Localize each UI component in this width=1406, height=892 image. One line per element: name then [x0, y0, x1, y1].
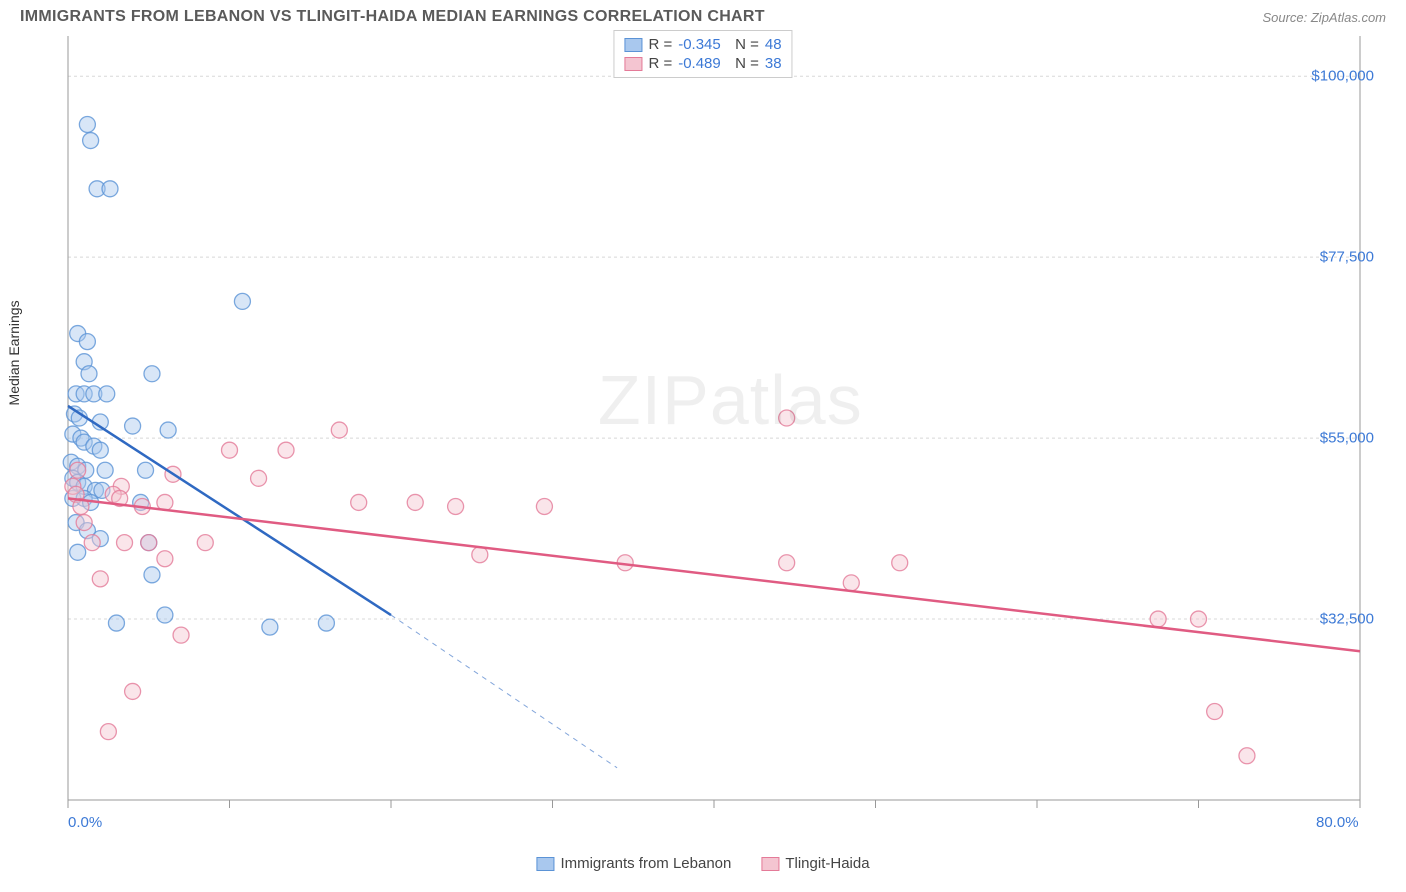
- chart-container: Median Earnings ZIPatlas R = -0.345 N = …: [20, 30, 1386, 870]
- legend-row-1: R = -0.345 N = 48: [624, 35, 781, 54]
- x-tick-label: 80.0%: [1316, 814, 1359, 831]
- legend-item-0: Immigrants from Lebanon: [536, 855, 731, 872]
- source-label: Source: ZipAtlas.com: [1262, 10, 1386, 25]
- r-value-1: -0.489: [678, 55, 721, 72]
- swatch-series-0b: [536, 857, 554, 871]
- series-name-1: Tlingit-Haida: [785, 855, 869, 872]
- legend-stats: R = -0.345 N = 48 R = -0.489 N = 38: [613, 30, 792, 78]
- y-tick-label: $55,000: [1320, 430, 1374, 447]
- series-name-0: Immigrants from Lebanon: [560, 855, 731, 872]
- y-tick-label: $100,000: [1311, 68, 1374, 85]
- y-tick-label: $77,500: [1320, 249, 1374, 266]
- y-axis-label: Median Earnings: [6, 300, 22, 405]
- chart-title: IMMIGRANTS FROM LEBANON VS TLINGIT-HAIDA…: [20, 8, 765, 26]
- r-value-0: -0.345: [678, 36, 721, 53]
- x-tick-label: 0.0%: [68, 814, 102, 831]
- n-value-1: 38: [765, 55, 782, 72]
- n-value-0: 48: [765, 36, 782, 53]
- swatch-series-0: [624, 38, 642, 52]
- scatter-chart: [20, 30, 1386, 840]
- swatch-series-1: [624, 57, 642, 71]
- legend-series: Immigrants from Lebanon Tlingit-Haida: [536, 855, 869, 872]
- swatch-series-1b: [761, 857, 779, 871]
- legend-row-2: R = -0.489 N = 38: [624, 54, 781, 73]
- legend-item-1: Tlingit-Haida: [761, 855, 869, 872]
- y-tick-label: $32,500: [1320, 611, 1374, 628]
